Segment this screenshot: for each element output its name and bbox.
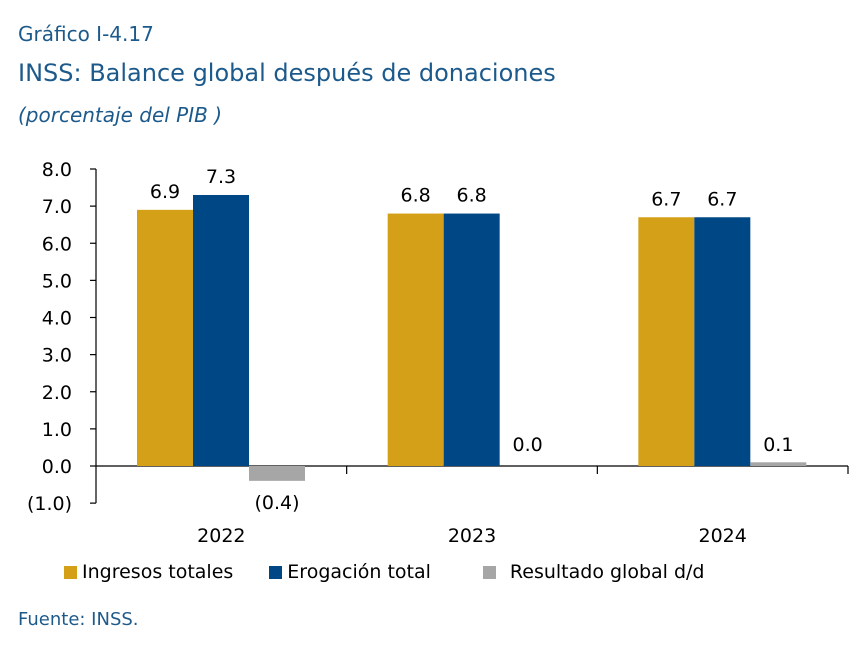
- bar-2023-2: [443, 213, 500, 466]
- data-label: 0.1: [763, 434, 793, 456]
- figure-label: Gráfico I-4.17: [18, 22, 154, 46]
- legend-item-erogacion: Erogación total: [269, 561, 431, 583]
- chart-title: INSS: Balance global después de donacion…: [18, 59, 556, 87]
- y-tick-label: 0.0: [42, 456, 72, 478]
- y-tick-label: 6.0: [42, 233, 72, 255]
- data-label: 6.8: [457, 185, 487, 207]
- legend-item-resultado: Resultado global d/d: [482, 561, 705, 583]
- y-tick-label: (1.0): [27, 493, 72, 515]
- x-category-label: 2023: [448, 525, 496, 547]
- data-label: 6.9: [150, 181, 180, 203]
- y-tick-label: 8.0: [42, 159, 72, 181]
- y-tick-label: 2.0: [42, 382, 72, 404]
- legend-label-ingresos: Ingresos totales: [82, 561, 234, 583]
- y-tick-label: 3.0: [42, 345, 72, 367]
- legend-label-resultado: Resultado global d/d: [509, 561, 705, 583]
- bar-2024-2: [694, 217, 751, 466]
- data-label: 0.0: [513, 434, 543, 456]
- data-label: (0.4): [254, 492, 299, 514]
- bar-2023-1: [387, 213, 444, 466]
- bar-2024-1: [638, 217, 695, 466]
- y-tick-label: 5.0: [42, 270, 72, 292]
- legend-swatch-resultado: [482, 565, 496, 579]
- y-tick-label: 1.0: [42, 419, 72, 441]
- bar-2022-1: [137, 209, 193, 466]
- y-tick-label: 4.0: [42, 308, 72, 330]
- data-label: 6.7: [707, 188, 737, 210]
- x-category-label: 2022: [197, 525, 245, 547]
- legend-item-ingresos: Ingresos totales: [64, 561, 233, 583]
- chart-legend: Ingresos totales Erogación total Resulta…: [64, 561, 741, 583]
- legend-label-erogacion: Erogación total: [287, 561, 431, 583]
- bar-2022-3: [249, 466, 305, 481]
- legend-swatch-ingresos: [64, 565, 77, 579]
- legend-swatch-erogacion: [269, 565, 283, 579]
- data-label: 6.8: [401, 185, 431, 207]
- data-label: 6.7: [651, 188, 681, 210]
- chart-source: Fuente: INSS.: [18, 609, 139, 630]
- data-label: 7.3: [206, 166, 236, 188]
- chart-units: (porcentaje del PIB ): [18, 103, 223, 127]
- bar-2024-3: [750, 462, 807, 466]
- x-category-label: 2024: [698, 525, 746, 547]
- y-tick-label: 7.0: [42, 196, 72, 218]
- bar-2022-2: [193, 194, 249, 467]
- bar-chart: (1.0) 0.0 1.0 2.0 3.0 4.0 5.0 6.0 7.0 8.0 6.9 7.3 (0…: [27, 159, 849, 547]
